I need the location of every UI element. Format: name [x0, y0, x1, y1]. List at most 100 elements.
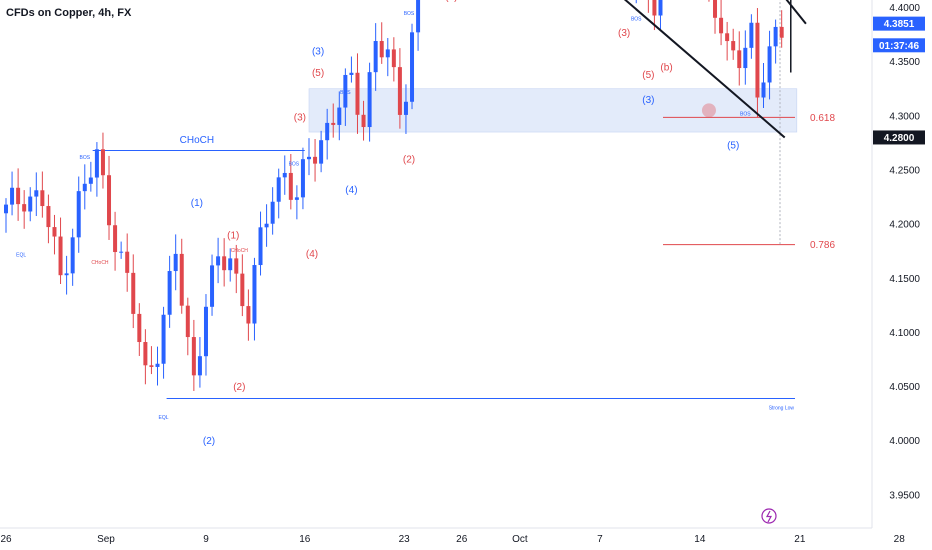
candle-body [313, 156, 318, 164]
candle-body [743, 47, 748, 69]
candle-body [10, 187, 15, 205]
candle-body [767, 46, 772, 83]
wave-label: (4) [306, 249, 318, 260]
candle-body [270, 201, 275, 224]
wave-label: (3) [312, 46, 324, 57]
candle-body [282, 172, 287, 178]
lightning-glyph [765, 510, 773, 523]
candle-body [161, 314, 166, 364]
channel-upper-line [785, 0, 807, 25]
channel-lower-line [623, 0, 786, 139]
candle-body [185, 305, 190, 338]
candle-body [240, 273, 245, 307]
fib-label: 0.786 [810, 240, 835, 251]
y-tick-label: 3.9500 [889, 490, 920, 501]
choch-label: CHoCH [180, 135, 214, 146]
wave-label: (5) [727, 141, 739, 152]
strong-low-label: Strong Low [769, 405, 795, 411]
candle-body [234, 258, 239, 274]
structure-label: BOS [740, 112, 751, 118]
lightning-icon [761, 508, 777, 524]
candle-body [361, 114, 366, 128]
candle-body [191, 337, 196, 376]
wave-label: (2) [203, 436, 215, 447]
x-tick-label: 21 [794, 534, 806, 545]
candle-body [131, 272, 136, 314]
candle-body [70, 237, 75, 274]
y-tick-label: 4.2500 [889, 165, 920, 176]
wave-label: (4) [445, 0, 457, 3]
candle-body [143, 342, 148, 366]
x-tick-label: 9 [203, 534, 209, 545]
candle-body [397, 67, 402, 115]
wave-label: (1) [227, 230, 239, 241]
candle-body [40, 190, 45, 207]
y-tick-label: 4.2000 [889, 220, 920, 231]
candle-body [337, 107, 342, 125]
wave-label: (3) [618, 28, 630, 39]
candle-body [246, 306, 251, 324]
candle-body [222, 256, 227, 271]
chart-title: CFDs on Copper, 4h, FX [6, 7, 132, 19]
y-tick-label: 4.1000 [889, 328, 920, 339]
candle-body [416, 0, 421, 33]
candle-body [28, 196, 33, 212]
y-tick-label: 4.0000 [889, 436, 920, 447]
structure-label: BOS [631, 16, 642, 22]
fib-label: 0.618 [810, 113, 835, 124]
candle-body [367, 72, 372, 128]
y-tick-label: 4.3000 [889, 111, 920, 122]
candle-body [22, 204, 27, 212]
candle-body [149, 365, 154, 367]
candle-body [300, 159, 305, 198]
candle-body [113, 225, 118, 253]
demand-zone [308, 88, 798, 133]
candle-body [34, 190, 39, 197]
candle-body [379, 41, 384, 58]
candle-body [391, 49, 396, 68]
candle-body [107, 175, 112, 226]
candle-body [652, 0, 657, 16]
y-tick-label: 4.1500 [889, 274, 920, 285]
candle-body [737, 50, 742, 69]
structure-label: BOS [79, 155, 90, 161]
wave-label: (2) [403, 155, 415, 166]
price-badge-label: 01:37:46 [879, 41, 919, 52]
candle-body [125, 251, 130, 273]
x-tick-label: Oct [512, 534, 528, 545]
wave-label: (4) [345, 185, 357, 196]
candle-body [100, 149, 105, 176]
structure-label: EQL [16, 252, 26, 258]
candle-body [725, 33, 730, 42]
structure-label: EQL [159, 415, 169, 421]
candle-body [749, 22, 754, 48]
candle-body [228, 258, 233, 271]
candle-body [773, 26, 778, 47]
candle-body [288, 172, 293, 200]
candle-body [719, 17, 724, 34]
wave-label: (5) [312, 68, 324, 79]
candle-body [88, 177, 93, 184]
candle-body [216, 256, 221, 266]
candle-body [94, 149, 99, 178]
candle-body [179, 253, 184, 306]
price-badge-label: 4.2800 [884, 133, 915, 144]
candle-body [137, 313, 142, 343]
candle-body [779, 26, 784, 38]
candle-body [16, 187, 21, 205]
candle-body [64, 273, 69, 276]
candle-body [58, 236, 63, 276]
candle-body [403, 101, 408, 115]
structure-label: CHoCH [231, 248, 249, 254]
wave-label: (5) [642, 70, 654, 81]
candle-body [319, 140, 324, 164]
candle-body [713, 0, 718, 18]
x-tick-label: 14 [694, 534, 706, 545]
candle-body [325, 122, 330, 141]
candle-body [355, 72, 360, 115]
wave-label: (3) [294, 112, 306, 123]
candle-body [755, 22, 760, 98]
price-badge-label: 4.3851 [884, 19, 915, 30]
candle-body [294, 197, 299, 200]
